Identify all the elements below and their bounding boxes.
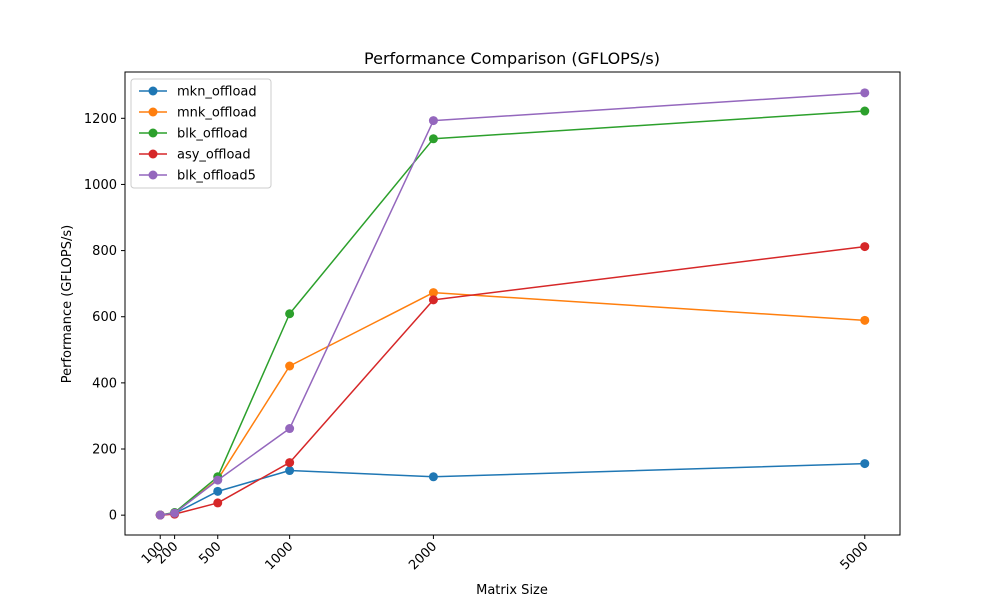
data-point-mnk_offload-4 [428, 288, 438, 298]
legend-item-mnk_offload: mnk_offload [139, 106, 257, 121]
y-tick-label-4: 800 [92, 244, 117, 259]
legend-item-asy_offload: asy_offload [139, 148, 251, 163]
legend-swatch-marker-blk_offload5 [148, 170, 158, 180]
legend-swatch-marker-mkn_offload [148, 86, 158, 96]
series-blk_offload5 [155, 88, 870, 520]
legend-item-blk_offload: blk_offload [139, 127, 248, 142]
data-point-mnk_offload-5 [860, 315, 870, 325]
data-point-blk_offload5-3 [285, 424, 295, 434]
legend-swatch-marker-mnk_offload [148, 107, 158, 117]
legend-item-blk_offload5: blk_offload5 [139, 169, 256, 184]
data-point-mkn_offload-5 [860, 459, 870, 469]
legend-label-mkn_offload: mkn_offload [177, 85, 257, 100]
legend-item-mkn_offload: mkn_offload [139, 85, 257, 100]
data-point-asy_offload-3 [285, 458, 295, 468]
data-point-asy_offload-4 [428, 295, 438, 305]
data-point-mkn_offload-3 [285, 466, 295, 476]
x-axis-label: Matrix Size [476, 583, 548, 598]
data-point-mkn_offload-4 [428, 472, 438, 482]
y-tick-label-3: 600 [92, 310, 117, 325]
data-point-mkn_offload-2 [213, 486, 223, 496]
data-point-blk_offload-3 [285, 309, 295, 319]
data-point-blk_offload5-0 [155, 510, 165, 520]
legend-box [130, 78, 272, 189]
legend-swatch-marker-asy_offload [148, 149, 158, 159]
legend-label-blk_offload5: blk_offload5 [177, 169, 256, 184]
y-tick-label-5: 1000 [84, 178, 117, 193]
legend-label-mnk_offload: mnk_offload [177, 106, 257, 121]
series-layer [155, 88, 870, 520]
legend-label-asy_offload: asy_offload [177, 148, 251, 163]
data-point-blk_offload-5 [860, 106, 870, 116]
y-tick-label-2: 400 [92, 376, 117, 391]
data-point-blk_offload5-5 [860, 88, 870, 98]
legend-swatch-marker-blk_offload [148, 128, 158, 138]
plot-frame [124, 71, 901, 536]
data-point-blk_offload5-2 [213, 475, 223, 485]
legend: mkn_offload mnk_offload blk_offload asy_off… [130, 78, 272, 189]
data-point-asy_offload-5 [860, 242, 870, 252]
data-point-blk_offload-4 [428, 134, 438, 144]
chart-title: Performance Comparison (GFLOPS/s) [364, 49, 660, 68]
y-tick-label-1: 200 [92, 443, 117, 458]
legend-label-blk_offload: blk_offload [177, 127, 248, 142]
y-axis-label: Performance (GFLOPS/s) [60, 225, 75, 383]
data-point-asy_offload-2 [213, 498, 223, 508]
y-tick-label-6: 1200 [84, 112, 117, 127]
data-point-mnk_offload-3 [285, 361, 295, 371]
data-point-blk_offload5-4 [428, 116, 438, 126]
y-tick-label-0: 0 [109, 509, 117, 524]
data-point-blk_offload5-1 [170, 508, 180, 518]
